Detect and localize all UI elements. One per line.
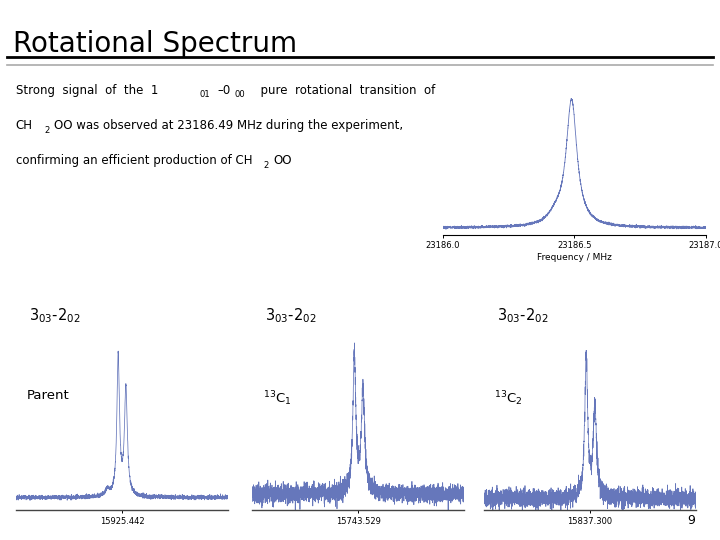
Text: CH: CH: [16, 119, 33, 132]
Text: Parent: Parent: [27, 389, 69, 402]
Text: Rotational Spectrum: Rotational Spectrum: [13, 30, 297, 58]
Text: Strong  signal  of  the  1: Strong signal of the 1: [16, 84, 158, 97]
Text: 01: 01: [199, 90, 210, 99]
Text: OO: OO: [273, 154, 292, 167]
Text: confirming an efficient production of CH: confirming an efficient production of CH: [16, 154, 252, 167]
Text: 00: 00: [235, 90, 246, 99]
Text: $3_{03}$-$2_{02}$: $3_{03}$-$2_{02}$: [29, 306, 80, 325]
Text: $^{13}$C$_1$: $^{13}$C$_1$: [263, 389, 292, 408]
Text: 2: 2: [45, 126, 50, 135]
Text: 9: 9: [687, 514, 695, 526]
Text: 2: 2: [264, 161, 269, 170]
Text: –0: –0: [217, 84, 230, 97]
Text: OO was observed at 23186.49 MHz during the experiment,: OO was observed at 23186.49 MHz during t…: [54, 119, 403, 132]
X-axis label: Frequency / MHz: Frequency / MHz: [537, 253, 611, 262]
Text: $^{13}$C$_2$: $^{13}$C$_2$: [495, 389, 523, 408]
Text: $3_{03}$-$2_{02}$: $3_{03}$-$2_{02}$: [497, 306, 548, 325]
Text: pure  rotational  transition  of: pure rotational transition of: [253, 84, 436, 97]
Text: $3_{03}$-$2_{02}$: $3_{03}$-$2_{02}$: [265, 306, 316, 325]
